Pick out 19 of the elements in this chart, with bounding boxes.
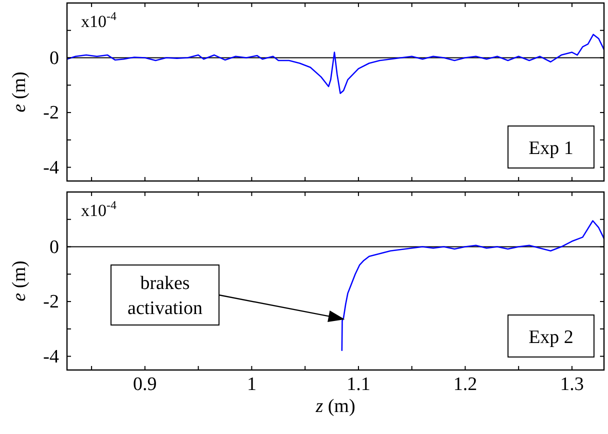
y-tick-label: -2 <box>43 292 59 313</box>
annotation: brakes activation <box>128 273 203 319</box>
x-tick-label: 1.1 <box>346 374 370 395</box>
x-tick-label: 1.3 <box>560 374 584 395</box>
y-axis-title: e (m) <box>9 260 30 302</box>
x-tick-label: 0.9 <box>133 374 157 395</box>
annotation: x10$^{-4}$ <box>81 9 116 31</box>
y-tick-label: 0 <box>50 48 59 69</box>
x-tick-label: 1.2 <box>453 374 478 395</box>
x-tick-label: 1 <box>246 374 256 395</box>
y-tick-label: 0 <box>50 236 59 258</box>
y-tick-label: -2 <box>43 102 59 124</box>
annotation: Exp 1 <box>528 138 574 159</box>
annotation: x10$^{-4}$ <box>81 198 116 220</box>
x-axis-title: z (m) <box>314 396 356 417</box>
annotation: Exp 2 <box>528 327 574 348</box>
y-tick-label: -4 <box>43 157 60 178</box>
y-axis-title: e (m) <box>9 72 30 112</box>
y-tick-label: -4 <box>43 346 60 368</box>
